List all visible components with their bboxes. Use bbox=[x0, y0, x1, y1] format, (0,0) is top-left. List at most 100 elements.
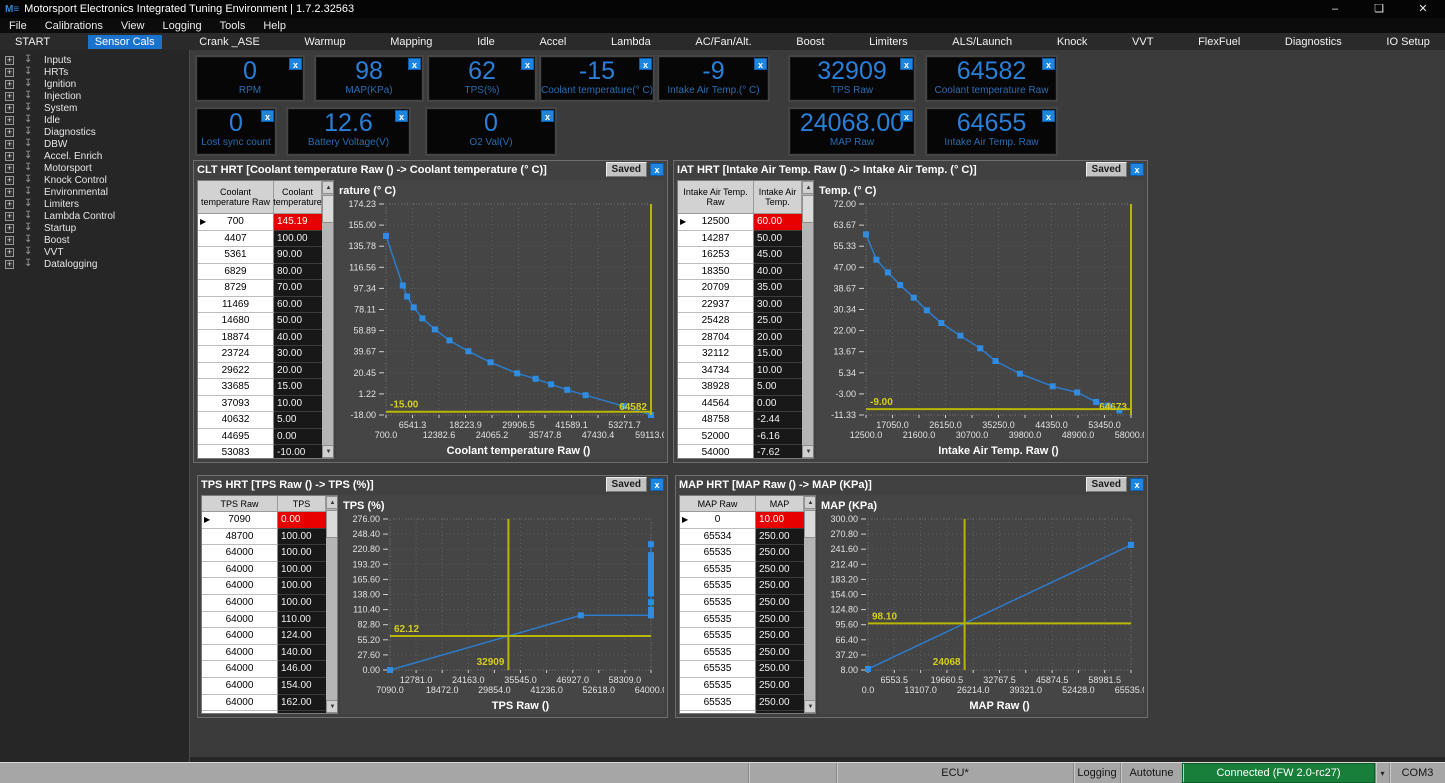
cell-raw[interactable]: 18350 bbox=[678, 263, 754, 280]
cell-raw[interactable]: 65535 bbox=[680, 711, 756, 713]
hrt-chart-svg[interactable]: .tick{font:9px "Liberation Sans",sans-se… bbox=[336, 180, 664, 459]
cell-raw[interactable]: 20709 bbox=[678, 280, 754, 297]
cell-value[interactable]: 10.00 bbox=[274, 395, 322, 412]
scroll-up-icon[interactable]: ▲ bbox=[326, 496, 337, 509]
cell-raw[interactable]: 0 ▶ bbox=[680, 512, 756, 529]
cell-raw[interactable]: 4407 bbox=[198, 230, 274, 247]
cell-value[interactable]: 170.00 bbox=[278, 711, 326, 713]
maximize-button[interactable]: ❏ bbox=[1374, 3, 1384, 15]
sidebar-item-accel-enrich[interactable]: + ↧ Accel. Enrich bbox=[0, 150, 189, 162]
table-scrollbar[interactable]: ▲ ▼ bbox=[326, 496, 337, 713]
column-header-value[interactable]: Coolant temperature bbox=[273, 181, 322, 214]
cell-value[interactable]: 45.00 bbox=[754, 247, 802, 264]
cell-raw[interactable]: 6829 bbox=[198, 263, 274, 280]
cell-raw[interactable]: 64000 bbox=[202, 578, 278, 595]
cell-value[interactable]: 30.00 bbox=[274, 346, 322, 363]
expand-plus-icon[interactable]: + bbox=[5, 114, 14, 125]
tab-io-setup[interactable]: IO Setup bbox=[1386, 35, 1430, 48]
expand-plus-icon[interactable]: + bbox=[5, 210, 14, 221]
cell-raw[interactable]: 65535 bbox=[680, 594, 756, 612]
sidebar-item-idle[interactable]: + ↧ Idle bbox=[0, 114, 189, 126]
cell-raw[interactable]: 11469 bbox=[198, 296, 274, 313]
cell-raw[interactable]: 34734 bbox=[678, 362, 754, 379]
sidebar-item-diagnostics[interactable]: + ↧ Diagnostics bbox=[0, 126, 189, 138]
expand-plus-icon[interactable]: + bbox=[5, 174, 14, 185]
column-header-value[interactable]: MAP bbox=[756, 496, 804, 512]
cell-raw[interactable]: 40632 bbox=[198, 412, 274, 429]
cell-raw[interactable]: 700 ▶ bbox=[198, 214, 274, 231]
gauge-close-icon[interactable]: x bbox=[900, 58, 913, 70]
expand-plus-icon[interactable]: + bbox=[5, 54, 14, 65]
tab-boost[interactable]: Boost bbox=[796, 35, 825, 48]
cell-raw[interactable]: 53083 bbox=[198, 445, 274, 458]
cell-raw[interactable]: 5361 bbox=[198, 247, 274, 264]
cell-value[interactable]: 162.00 bbox=[278, 694, 326, 712]
sidebar-item-environmental[interactable]: + ↧ Environmental bbox=[0, 186, 189, 198]
sidebar-item-inputs[interactable]: + ↧ Inputs bbox=[0, 54, 189, 66]
expand-plus-icon[interactable]: + bbox=[5, 126, 14, 137]
tab-warmup[interactable]: Warmup bbox=[304, 35, 346, 48]
port-dropdown-icon[interactable]: ▾ bbox=[1375, 763, 1389, 783]
tab-als-launch[interactable]: ALS/Launch bbox=[952, 35, 1013, 48]
tab-accel[interactable]: Accel bbox=[539, 35, 567, 48]
cell-value[interactable]: 250.00 bbox=[756, 661, 804, 678]
cell-raw[interactable]: 44564 bbox=[678, 395, 754, 412]
cell-value[interactable]: 5.00 bbox=[754, 379, 802, 396]
cell-raw[interactable]: 48700 bbox=[202, 528, 278, 546]
cell-raw[interactable]: 16253 bbox=[678, 247, 754, 264]
cell-raw[interactable]: 64000 bbox=[202, 677, 278, 695]
scroll-up-icon[interactable]: ▲ bbox=[804, 496, 815, 509]
sidebar-item-hrts[interactable]: + ↧ HRTs bbox=[0, 66, 189, 78]
cell-value[interactable]: 100.00 bbox=[274, 230, 322, 247]
scroll-down-icon[interactable]: ▼ bbox=[322, 445, 333, 458]
gauge-close-icon[interactable]: x bbox=[261, 110, 274, 122]
scroll-down-icon[interactable]: ▼ bbox=[326, 700, 337, 713]
cell-raw[interactable]: 65535 bbox=[680, 677, 756, 695]
cell-value[interactable]: 250.00 bbox=[756, 528, 804, 546]
cell-value[interactable]: 250.00 bbox=[756, 594, 804, 612]
cell-raw[interactable]: 22937 bbox=[678, 296, 754, 313]
sidebar-item-limiters[interactable]: + ↧ Limiters bbox=[0, 198, 189, 210]
panel-close-icon[interactable]: x bbox=[1130, 478, 1144, 491]
cell-value[interactable]: 100.00 bbox=[278, 528, 326, 546]
scroll-thumb[interactable] bbox=[322, 195, 333, 223]
hrt-chart-svg[interactable]: .tick{font:9px "Liberation Sans",sans-se… bbox=[340, 495, 664, 714]
expand-plus-icon[interactable]: + bbox=[5, 258, 14, 269]
gauge-close-icon[interactable]: x bbox=[289, 58, 302, 70]
cell-value[interactable]: 60.00 bbox=[274, 296, 322, 313]
cell-raw[interactable]: 29622 bbox=[198, 362, 274, 379]
tab-mapping[interactable]: Mapping bbox=[390, 35, 433, 48]
cell-value[interactable]: 15.00 bbox=[754, 346, 802, 363]
tab-ac-fan-alt-[interactable]: AC/Fan/Alt. bbox=[695, 35, 752, 48]
column-header-raw[interactable]: Intake Air Temp. Raw bbox=[678, 181, 754, 214]
expand-plus-icon[interactable]: + bbox=[5, 186, 14, 197]
sidebar-item-datalogging[interactable]: + ↧ Datalogging bbox=[0, 258, 189, 270]
expand-plus-icon[interactable]: + bbox=[5, 102, 14, 113]
cell-value[interactable]: 100.00 bbox=[278, 594, 326, 612]
cell-value[interactable]: -2.44 bbox=[754, 412, 802, 429]
menu-view[interactable]: View bbox=[120, 19, 145, 32]
expand-plus-icon[interactable]: + bbox=[5, 66, 14, 77]
gauge-close-icon[interactable]: x bbox=[521, 58, 534, 70]
menu-help[interactable]: Help bbox=[263, 19, 286, 32]
sidebar-item-motorsport[interactable]: + ↧ Motorsport bbox=[0, 162, 189, 174]
cell-raw[interactable]: 65535 bbox=[680, 578, 756, 595]
menu-logging[interactable]: Logging bbox=[162, 19, 202, 32]
cell-raw[interactable]: 54000 bbox=[678, 445, 754, 458]
scroll-track[interactable] bbox=[326, 539, 337, 700]
cell-value[interactable]: -7.62 bbox=[754, 445, 802, 458]
scroll-down-icon[interactable]: ▼ bbox=[802, 445, 813, 458]
panel-close-icon[interactable]: x bbox=[650, 478, 664, 491]
cell-raw[interactable]: 23724 bbox=[198, 346, 274, 363]
cell-raw[interactable]: 33685 bbox=[198, 379, 274, 396]
sidebar-item-boost[interactable]: + ↧ Boost bbox=[0, 234, 189, 246]
expand-plus-icon[interactable]: + bbox=[5, 198, 14, 209]
expand-plus-icon[interactable]: + bbox=[5, 138, 14, 149]
tab-lambda[interactable]: Lambda bbox=[611, 35, 651, 48]
gauge-close-icon[interactable]: x bbox=[1042, 58, 1055, 70]
cell-value[interactable]: 250.00 bbox=[756, 545, 804, 562]
column-header-raw[interactable]: Coolant temperature Raw bbox=[198, 181, 274, 214]
cell-raw[interactable]: 38928 bbox=[678, 379, 754, 396]
panel-close-icon[interactable]: x bbox=[1130, 163, 1144, 176]
cell-raw[interactable]: 64000 bbox=[202, 628, 278, 645]
